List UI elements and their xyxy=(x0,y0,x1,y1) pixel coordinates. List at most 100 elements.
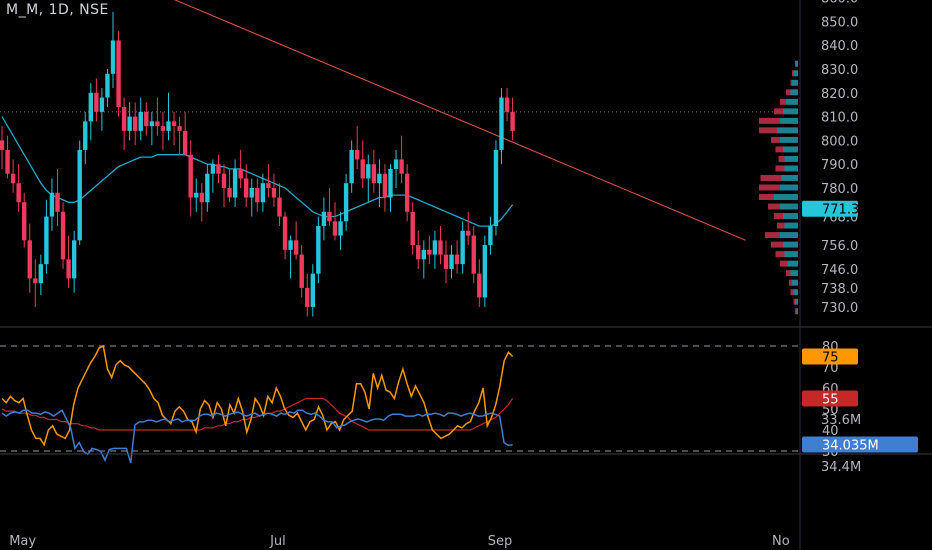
candle[interactable] xyxy=(510,97,515,141)
candle[interactable] xyxy=(227,168,232,203)
candle[interactable] xyxy=(33,259,38,307)
symbol-legend[interactable]: M_M, 1D, NSE xyxy=(6,2,109,18)
candle[interactable] xyxy=(482,235,488,307)
candle[interactable] xyxy=(110,11,116,89)
candle[interactable] xyxy=(49,178,55,231)
candle[interactable] xyxy=(177,116,182,155)
candle[interactable] xyxy=(171,111,177,146)
candle[interactable] xyxy=(138,97,143,141)
candle[interactable] xyxy=(255,178,260,212)
candle[interactable] xyxy=(166,92,171,141)
candle[interactable] xyxy=(310,264,315,317)
candle[interactable] xyxy=(44,199,49,274)
candle[interactable] xyxy=(105,69,110,108)
candle[interactable] xyxy=(5,135,10,179)
candle[interactable] xyxy=(238,149,243,188)
candle[interactable] xyxy=(471,226,476,284)
candle[interactable] xyxy=(454,240,460,274)
candle[interactable] xyxy=(371,149,377,193)
candle[interactable] xyxy=(27,223,32,293)
candle[interactable] xyxy=(349,140,354,193)
candle[interactable] xyxy=(466,211,471,246)
candle[interactable] xyxy=(232,159,238,208)
candle[interactable] xyxy=(332,202,338,241)
candle[interactable] xyxy=(477,259,482,307)
candle[interactable] xyxy=(99,88,105,131)
candle[interactable] xyxy=(377,159,382,208)
candle[interactable] xyxy=(83,111,88,165)
candle[interactable] xyxy=(282,211,288,260)
candle[interactable] xyxy=(438,226,443,265)
candle[interactable] xyxy=(22,192,27,248)
candle[interactable] xyxy=(144,102,149,136)
candle[interactable] xyxy=(388,164,393,212)
candle[interactable] xyxy=(460,221,465,274)
candle[interactable] xyxy=(210,159,216,193)
candle[interactable] xyxy=(504,88,510,122)
candle[interactable] xyxy=(343,173,349,231)
time-axis[interactable]: May Jul Sep No xyxy=(9,534,790,549)
candle[interactable] xyxy=(288,235,293,279)
candle[interactable] xyxy=(360,140,365,188)
candle[interactable] xyxy=(155,97,160,136)
candle[interactable] xyxy=(327,187,332,227)
candle[interactable] xyxy=(149,111,155,146)
candle[interactable] xyxy=(16,164,21,212)
candle[interactable] xyxy=(443,240,449,284)
candle[interactable] xyxy=(355,126,360,169)
candle[interactable] xyxy=(221,164,227,208)
candle[interactable] xyxy=(366,154,371,203)
candle[interactable] xyxy=(299,245,304,298)
candle[interactable] xyxy=(188,140,193,217)
candle[interactable] xyxy=(55,168,60,227)
candle[interactable] xyxy=(260,173,266,212)
candle[interactable] xyxy=(338,211,343,250)
candle[interactable] xyxy=(382,164,388,212)
candle[interactable] xyxy=(194,178,199,212)
candle[interactable] xyxy=(199,183,204,222)
candle[interactable] xyxy=(10,159,16,193)
candle[interactable] xyxy=(416,230,421,269)
candle[interactable] xyxy=(94,78,99,122)
candle[interactable] xyxy=(432,230,438,269)
candle[interactable] xyxy=(60,202,66,269)
candle[interactable] xyxy=(321,197,327,241)
candle[interactable] xyxy=(499,88,504,165)
candle[interactable] xyxy=(421,240,426,279)
volume-axis[interactable]: 34.4M 33.6M xyxy=(821,413,861,475)
candle[interactable] xyxy=(404,164,410,222)
candle[interactable] xyxy=(493,140,499,236)
candle[interactable] xyxy=(449,245,454,279)
candle[interactable] xyxy=(127,102,132,141)
candle[interactable] xyxy=(77,140,82,246)
candle[interactable] xyxy=(316,216,321,284)
candle[interactable] xyxy=(488,216,493,255)
candle[interactable] xyxy=(71,230,77,293)
candle[interactable] xyxy=(266,164,271,198)
candle[interactable] xyxy=(305,273,310,317)
candle[interactable] xyxy=(293,221,299,260)
trendline[interactable] xyxy=(102,0,746,241)
candle[interactable] xyxy=(277,183,282,227)
candle[interactable] xyxy=(38,254,44,296)
candle[interactable] xyxy=(121,97,127,150)
candle[interactable] xyxy=(133,102,138,146)
candle[interactable] xyxy=(88,83,93,141)
candle[interactable] xyxy=(182,111,188,155)
candle[interactable] xyxy=(205,164,210,212)
candle[interactable] xyxy=(393,149,399,188)
price-axis[interactable]: 860.0 850.0 840.0 830.0 820.0 810.0 800.0 790.0… xyxy=(821,0,858,316)
price-pane[interactable] xyxy=(0,0,798,317)
candle[interactable] xyxy=(249,178,254,217)
candle[interactable] xyxy=(66,235,71,288)
candle[interactable] xyxy=(410,202,415,255)
candle[interactable] xyxy=(0,126,5,169)
candle[interactable] xyxy=(160,111,166,150)
candle[interactable] xyxy=(244,164,249,208)
candle[interactable] xyxy=(427,235,432,265)
candle[interactable] xyxy=(271,173,277,208)
candle[interactable] xyxy=(116,30,121,117)
candle[interactable] xyxy=(399,135,404,184)
candle[interactable] xyxy=(216,154,221,184)
